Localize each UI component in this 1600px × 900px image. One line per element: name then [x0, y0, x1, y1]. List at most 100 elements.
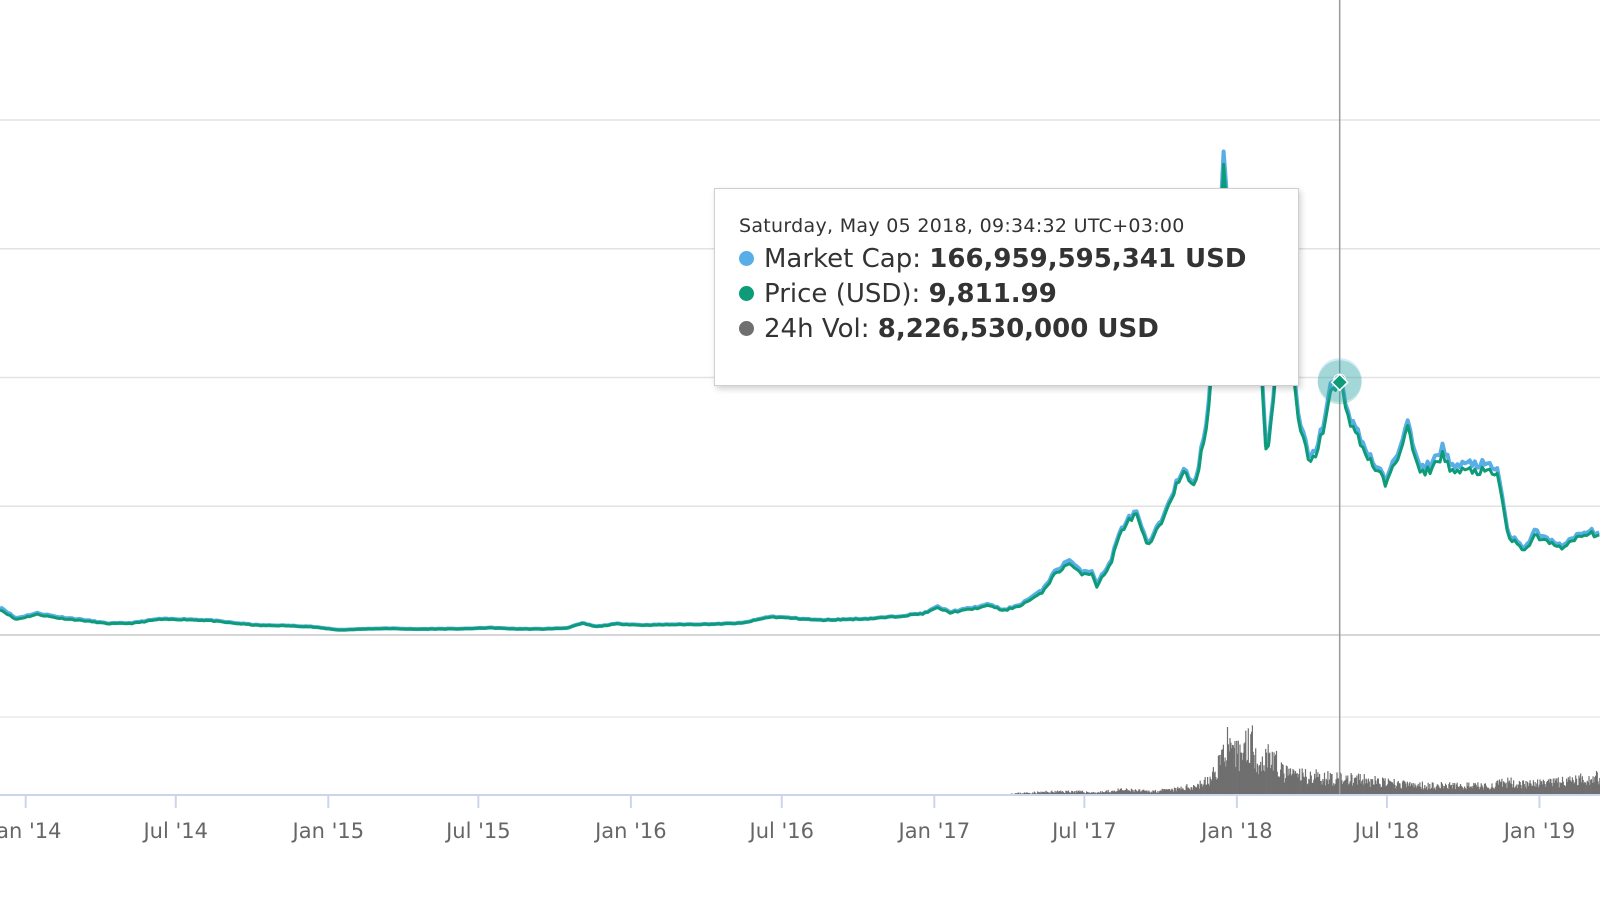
series-line-price[interactable] — [0, 162, 1600, 632]
volume-bar — [1148, 790, 1150, 795]
volume-bar — [1265, 752, 1268, 795]
volume-bar — [1213, 772, 1215, 795]
volume-bar — [1419, 782, 1421, 795]
volume-bar — [1449, 782, 1451, 795]
volume-bar — [1452, 782, 1454, 795]
volume-bar — [1464, 786, 1466, 795]
volume-bar — [1384, 778, 1386, 795]
volume-bar — [1181, 789, 1183, 795]
volume-bar — [1128, 790, 1130, 795]
volume-bar — [1282, 764, 1284, 795]
volume-bar — [1076, 790, 1078, 795]
volume-bar — [1474, 783, 1476, 795]
volume-bar — [1314, 773, 1316, 795]
volume-bar — [1442, 785, 1444, 795]
volume-bar — [1254, 768, 1256, 795]
volume-bar — [1125, 790, 1127, 795]
price-dot-icon — [739, 286, 754, 301]
volume-bar — [1522, 780, 1525, 795]
volume-bar — [1434, 787, 1436, 795]
volume-bar — [1319, 781, 1321, 795]
volume-bar — [1197, 783, 1199, 795]
volume-bar — [1018, 792, 1020, 795]
volume-bar — [1564, 785, 1566, 795]
volume-bar — [1122, 790, 1124, 795]
volume-bar — [1316, 777, 1318, 795]
volume-bar — [1274, 756, 1276, 795]
volume-bar — [1423, 788, 1425, 795]
volume-bar — [1039, 792, 1041, 795]
volume-bar — [1227, 744, 1229, 795]
volume-bar — [1415, 785, 1417, 795]
volume-bar — [1377, 778, 1379, 795]
volume-bar — [1555, 780, 1557, 795]
volume-bar — [1538, 784, 1540, 795]
volume-bar — [1427, 782, 1429, 795]
volume-bar — [1483, 783, 1486, 795]
volume-bar — [1532, 780, 1534, 795]
volume-bar — [1455, 784, 1457, 795]
volume-bar — [1225, 766, 1227, 795]
volume-bar — [1545, 786, 1547, 795]
volume-bar — [1116, 791, 1118, 795]
volume-bar — [1198, 788, 1200, 795]
volume-bar — [1529, 780, 1531, 795]
volume-bar — [1041, 792, 1043, 795]
volume-bar — [1046, 791, 1048, 795]
hover-markers — [1317, 358, 1362, 405]
volume-bar — [1271, 751, 1273, 795]
volume-bar — [1308, 778, 1310, 795]
volume-bar — [1082, 792, 1084, 795]
volume-bar — [1140, 791, 1142, 795]
volume-bar — [1372, 784, 1374, 795]
volume-bar — [1226, 760, 1228, 795]
volume-bar — [1091, 792, 1093, 795]
volume-bar — [1511, 784, 1513, 795]
volume-bar — [1024, 792, 1026, 795]
volume-bar — [1364, 783, 1366, 795]
volume-bar — [1566, 781, 1568, 795]
volume-bar — [1451, 788, 1453, 795]
volume-bar — [1172, 789, 1174, 795]
volume-bar — [1585, 784, 1588, 795]
volume-bar — [1396, 785, 1398, 795]
volume-bar — [1074, 791, 1076, 795]
volume-bar — [1042, 791, 1045, 795]
volume-bar — [1341, 780, 1343, 795]
volume-bar — [1386, 784, 1389, 795]
volume-bar — [1472, 785, 1474, 795]
volume-bar — [1197, 784, 1200, 795]
volume-bar — [1416, 785, 1418, 795]
volume-bar — [1542, 779, 1544, 795]
volume-bar — [1371, 779, 1373, 795]
volume-bar — [1430, 787, 1433, 795]
volume-bar — [1448, 783, 1450, 795]
volume-bar — [1237, 740, 1239, 795]
volume-bar — [1474, 784, 1476, 795]
volume-bar — [1378, 783, 1380, 795]
volume-bar — [1222, 749, 1224, 795]
volume-bar — [1266, 767, 1268, 795]
volume-bar — [1539, 779, 1541, 795]
volume-bar — [1244, 742, 1246, 795]
volume-bar — [1402, 780, 1404, 795]
volume-bar — [1155, 792, 1157, 795]
volume-bar — [1157, 791, 1159, 795]
volume-bar — [1398, 783, 1400, 795]
volume-bar — [1134, 792, 1136, 795]
volume-bar — [1314, 778, 1316, 795]
volume-bar — [1400, 787, 1402, 795]
volume-bar — [1424, 785, 1426, 795]
x-tick-label: Jan '15 — [291, 819, 365, 843]
volume-bar — [1428, 788, 1430, 795]
volume-bar — [1328, 779, 1331, 795]
volume-bar — [1408, 783, 1410, 795]
volume-bar — [1533, 786, 1535, 795]
volume-bar — [1535, 786, 1537, 795]
volume-bar — [1180, 786, 1182, 795]
volume-bar — [1469, 787, 1471, 795]
volume-bar — [1450, 784, 1452, 795]
volume-bar — [1333, 785, 1336, 795]
volume-bar — [1205, 784, 1207, 795]
